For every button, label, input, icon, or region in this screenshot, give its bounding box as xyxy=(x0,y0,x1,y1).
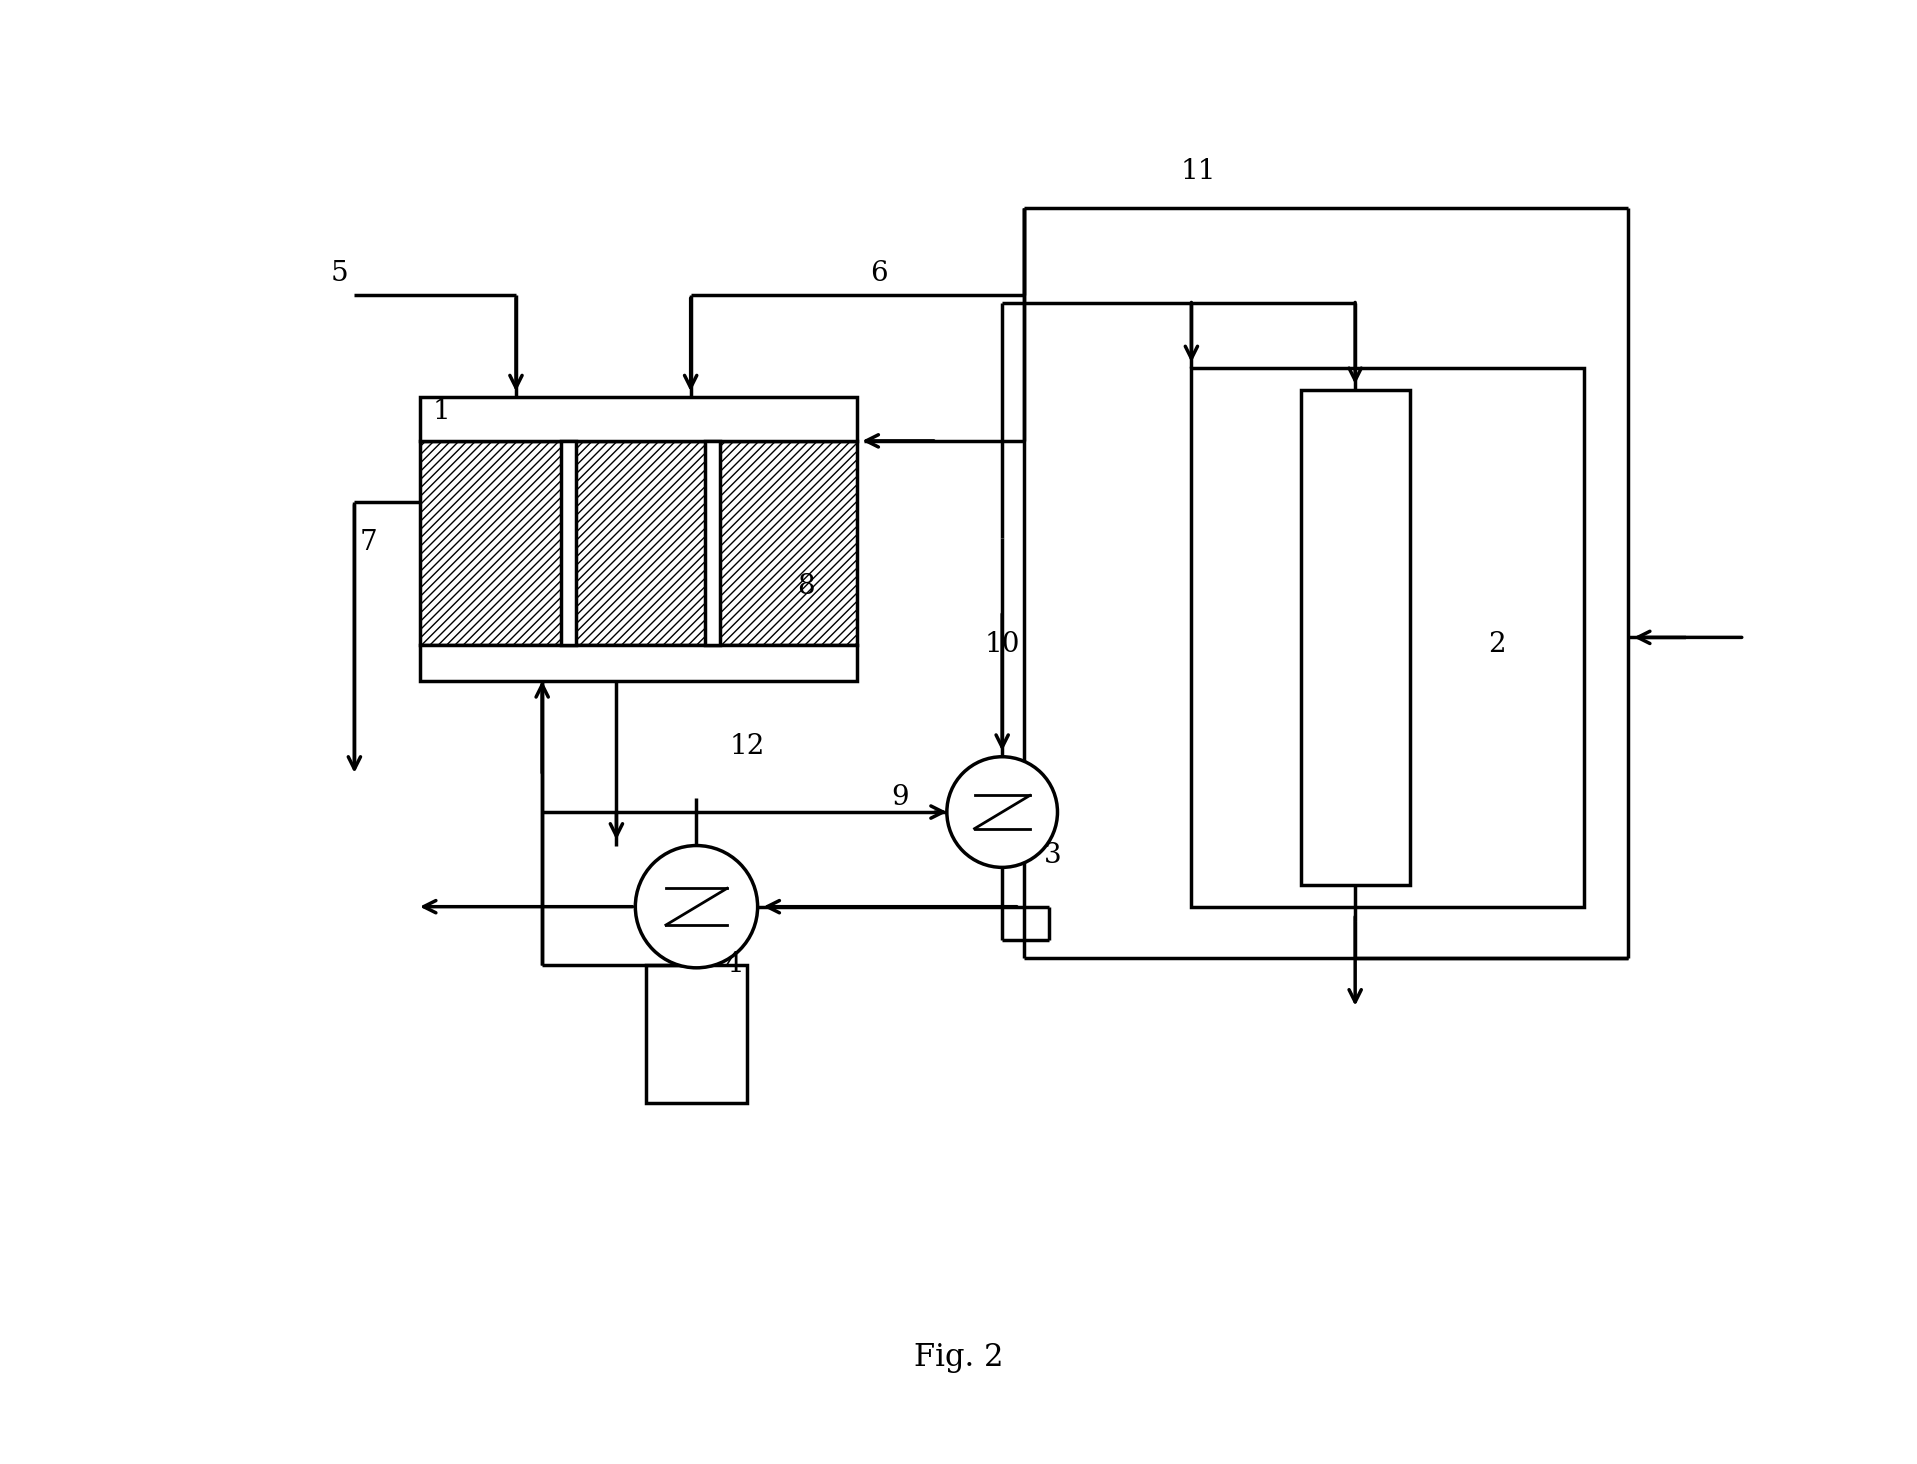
Text: 9: 9 xyxy=(891,785,909,811)
Text: Fig. 2: Fig. 2 xyxy=(914,1342,1003,1373)
Bar xyxy=(1190,367,1585,906)
Bar xyxy=(420,397,857,441)
Bar xyxy=(646,965,748,1104)
Text: 12: 12 xyxy=(730,733,765,760)
Circle shape xyxy=(947,757,1058,867)
Text: 8: 8 xyxy=(797,572,815,600)
Text: 4: 4 xyxy=(725,952,742,978)
Circle shape xyxy=(635,846,757,968)
Text: 10: 10 xyxy=(985,631,1020,659)
Text: 11: 11 xyxy=(1181,158,1217,184)
Bar xyxy=(1300,389,1409,884)
Bar xyxy=(705,441,719,644)
Bar xyxy=(420,441,857,644)
Text: 5: 5 xyxy=(332,261,349,287)
Bar xyxy=(420,644,857,681)
Text: 7: 7 xyxy=(360,530,378,556)
Bar xyxy=(562,441,575,644)
Text: 3: 3 xyxy=(1045,842,1062,870)
Text: 1: 1 xyxy=(433,398,450,425)
Text: 6: 6 xyxy=(870,261,888,287)
Text: 2: 2 xyxy=(1488,631,1507,659)
